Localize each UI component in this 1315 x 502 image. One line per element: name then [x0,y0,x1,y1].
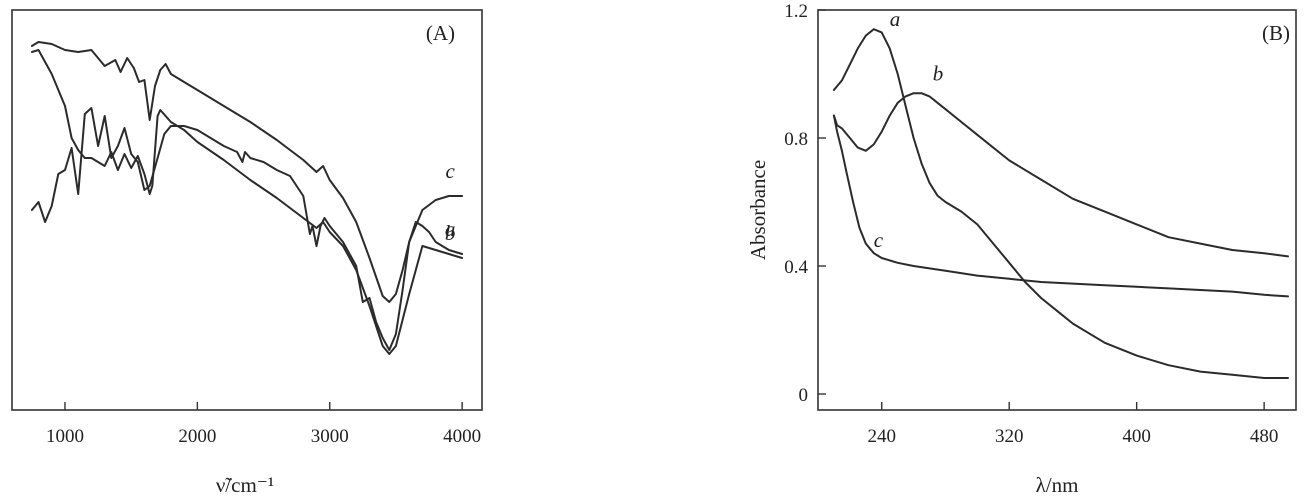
panel-b-label: (B) [1262,21,1290,45]
panel-a-series-b-label: b [445,221,456,245]
panel-a-x-axis-title: ν̃/cm⁻¹ [216,473,274,497]
panel-b-series-a-line [832,28,1289,379]
panel-b-series-c-label: c [874,228,884,252]
panel-b-y-tick-label: 0.4 [784,257,808,278]
panel-a-label: (A) [426,21,455,45]
panel-b-series-c-line [832,114,1289,298]
panel-b-x-axis-title: λ/nm [1036,473,1079,497]
panel-a: (A) 1000 2000 3000 4000 ab c ν̃/cm⁻¹ [11,9,483,497]
panel-b-series-b-label: b [933,61,944,85]
panel-b-frame [817,9,1297,411]
panel-b-series-a-label: a [890,7,901,31]
panel-b-x-tick-label: 240 [867,426,896,447]
panel-a-series-labels: ab c [445,159,456,245]
panel-b-y-axis-title: Absorbance [746,160,770,260]
panel-b-curves [832,28,1289,379]
panel-b-x-tick-label: 400 [1122,426,1151,447]
panel-b-x-tick-label: 320 [995,426,1024,447]
panel-a-frame [11,9,483,411]
panel-a-x-tick-label: 4000 [443,426,481,447]
panel-b-y-tick-label: 1.2 [784,1,808,22]
panel-b-x-tick-label: 480 [1250,426,1279,447]
panel-a-series-c-label: c [445,159,455,183]
panel-a-curves [30,41,464,355]
panel-b-series-b-line [832,92,1289,258]
panel-a-x-tick-label: 3000 [311,426,349,447]
panel-a-series-c-line [30,107,464,351]
panel-a-series-a-label: a [445,217,456,241]
panel-b-x-ticks: 240 320 400 480 [867,402,1278,447]
panel-a-x-tick-label: 2000 [178,426,216,447]
panel-a-x-tick-label: 1000 [46,426,84,447]
panel-b-y-tick-label: 0.8 [784,129,808,150]
panel-b-y-tick-label: 0 [799,385,809,406]
panel-a-x-ticks: 1000 2000 3000 4000 [46,402,481,447]
panel-b-y-ticks: 0 0.4 0.8 1.2 [784,1,826,406]
panel-a-series-a-line [30,41,464,303]
panel-b: (B) 240 320 400 480 0 0.4 0.8 1.2 a b c λ/nm Abs… [746,1,1297,497]
panel-a-series-b-line [30,49,464,355]
panel-b-series-labels: a b c [874,7,943,252]
